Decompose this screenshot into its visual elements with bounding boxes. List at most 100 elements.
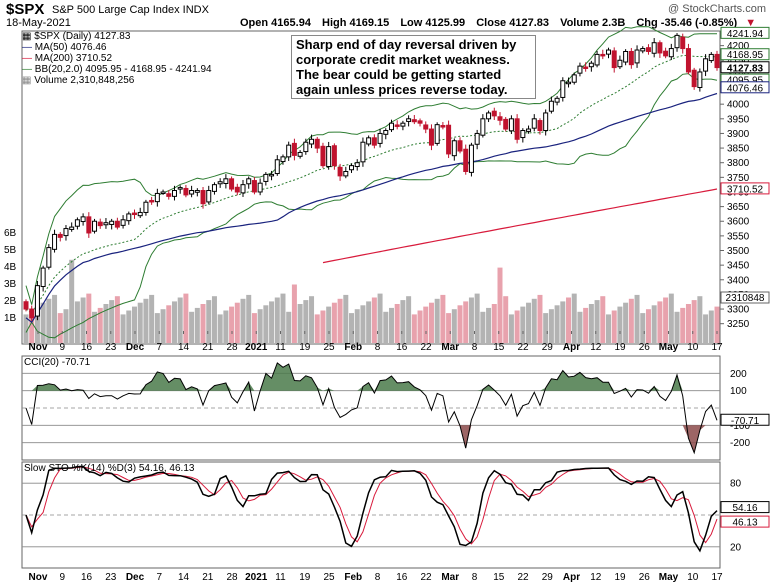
date-label: 28 <box>226 572 238 583</box>
sto-badge-label: 54.16 <box>732 503 757 514</box>
volume-bar <box>708 310 714 343</box>
volume-bar <box>548 309 554 343</box>
candle-body <box>309 138 315 145</box>
volume-bar <box>280 293 286 343</box>
price-badge <box>720 48 770 61</box>
candles <box>23 33 720 322</box>
volume-bar <box>588 304 594 343</box>
chart-header: $SPX S&P 500 Large Cap Index INDX 18-May… <box>4 0 770 30</box>
date-label: Dec <box>126 342 145 353</box>
cci-tick-label: -100 <box>730 421 750 432</box>
volume-bar <box>383 311 389 343</box>
candle-body <box>394 124 400 127</box>
volume-bar <box>377 293 383 343</box>
date-label: 8 <box>375 572 381 583</box>
volume-bar <box>463 301 469 343</box>
candle-body <box>605 49 611 55</box>
candle-body <box>269 173 275 177</box>
candle-body <box>657 42 663 54</box>
sto-badge <box>720 515 770 528</box>
volume-bar <box>343 294 349 343</box>
candle-body <box>520 130 526 139</box>
candle-body <box>428 128 434 146</box>
candle-body <box>109 220 115 225</box>
date-label: May <box>659 342 679 353</box>
candle-body <box>514 118 520 140</box>
candle-body <box>154 192 160 203</box>
candle-body <box>103 222 109 226</box>
candle-body <box>189 190 195 195</box>
candle-body <box>383 130 389 135</box>
candle-body <box>360 141 366 163</box>
volume-bar <box>97 307 103 343</box>
volume-bar <box>486 307 492 343</box>
candle-body <box>697 71 703 88</box>
price-tick-label: 3400 <box>727 275 750 286</box>
bollinger-bands <box>25 26 718 339</box>
volume-bar <box>337 298 343 343</box>
price-tick-label: 3800 <box>727 158 750 169</box>
volume-bar <box>491 304 497 343</box>
watermark: @ StockCharts.com <box>668 3 766 15</box>
date-axis: Nov Nov 9 9 16 16 23 23 Dec Dec 7 7 14 14 21 21 28 28 2021… <box>29 331 723 583</box>
volume-bar <box>400 300 406 343</box>
candle-body <box>680 36 686 50</box>
legend-volume: ▦ Volume 2,310,848,256 <box>22 75 135 86</box>
volume-axis-label: 5B <box>4 245 17 256</box>
date-label: 11 <box>275 572 286 583</box>
candle-body <box>526 128 532 132</box>
date-label: 22 <box>420 342 432 353</box>
candle-body <box>417 120 423 124</box>
volume-bar <box>63 309 69 343</box>
cci-badge-label: -70.71 <box>731 416 760 427</box>
high-value: High 4169.15 <box>322 17 390 29</box>
candle-body <box>463 148 469 172</box>
candle-body <box>440 125 446 128</box>
candle-body <box>34 285 40 317</box>
candle-body <box>537 120 543 132</box>
date-label: Apr <box>563 572 580 583</box>
volume-bar <box>560 301 566 343</box>
volume-bar <box>605 314 611 343</box>
legend-price: ▦ $SPX (Daily) 4127.83 <box>22 31 131 42</box>
volume-bar <box>611 310 617 343</box>
volume-bar <box>206 300 212 343</box>
date-label: 16 <box>396 572 408 583</box>
candle-body <box>280 156 286 163</box>
volume-bar <box>109 300 115 343</box>
date-label: 19 <box>614 342 626 353</box>
date-label: Apr <box>563 342 580 353</box>
volume-bar <box>240 298 246 343</box>
candle-body <box>645 47 651 52</box>
date-label: Nov <box>29 342 48 353</box>
volume-bar <box>34 306 40 343</box>
date-label: 17 <box>711 342 723 353</box>
candle-body <box>663 50 669 57</box>
candle-body <box>314 138 320 149</box>
index-name: S&P 500 Large Cap Index INDX <box>52 4 209 16</box>
volume-bar <box>600 296 606 343</box>
volume-bar <box>103 304 109 343</box>
date-label: 16 <box>396 342 408 353</box>
cci-panel: 200 100 -100 -200 <box>22 362 750 455</box>
date-label: 10 <box>687 342 699 353</box>
candle-body <box>52 233 58 250</box>
stochastic-panel: 80 20 <box>22 465 742 553</box>
date-label: 15 <box>493 342 505 353</box>
volume-bar <box>154 313 160 343</box>
volume-badge-label: 2310848 <box>726 293 765 304</box>
volume-value: Volume 2.3B <box>560 17 626 29</box>
candle-body <box>320 145 326 167</box>
cci-tick-label: 200 <box>730 369 747 380</box>
legend-ma200: — MA(200) 3710.52 <box>22 53 113 64</box>
sto-tick-label: 80 <box>730 479 742 490</box>
volume-bar <box>52 294 58 343</box>
volume-bar <box>371 297 377 343</box>
volume-bar <box>651 305 657 343</box>
volume-bar <box>423 306 429 343</box>
price-badge <box>720 26 770 39</box>
candle-body <box>132 212 138 216</box>
candle-body <box>143 201 149 213</box>
candle-body <box>685 48 691 73</box>
candle-body <box>354 162 360 168</box>
